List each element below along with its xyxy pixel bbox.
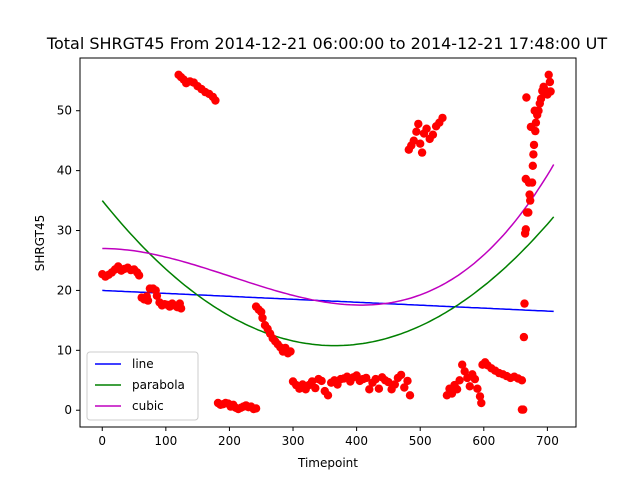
scatter-point [473,384,482,393]
scatter-point [365,385,374,394]
scatter-point [374,384,384,393]
x-tick-label: 700 [536,434,559,448]
scatter-point [143,296,153,305]
scatter-point [519,405,528,414]
scatter-point [409,136,418,145]
scatter-point [323,391,333,400]
scatter-point [438,113,447,123]
scatter-point [390,380,399,389]
scatter-point [455,376,464,385]
scatter-point [460,367,469,376]
scatter-point [529,150,538,159]
y-tick-label: 10 [57,343,72,357]
scatter-points [98,70,555,414]
scatter-point [400,383,409,392]
y-tick-label: 0 [64,403,72,417]
scatter-point [528,161,537,170]
y-tick-label: 40 [57,164,72,178]
scatter-point [545,77,555,87]
y-axis-label: SHRGT45 [33,215,47,271]
x-tick-label: 300 [282,434,305,448]
scatter-point [521,225,530,234]
series-cubic-line [102,164,555,306]
plot-area [79,57,577,428]
x-tick-label: 500 [409,434,432,448]
x-tick-label: 600 [472,434,495,448]
scatter-point [286,347,295,356]
scatter-point [544,70,553,80]
scatter-point [416,139,425,148]
scatter-point [527,178,537,187]
scatter-point [531,126,540,136]
scatter-point [403,376,412,386]
scatter-point [520,299,529,308]
scatter-point [531,118,541,127]
scatter-point [477,398,486,408]
scatter-point [152,291,162,300]
scatter-point [546,87,555,96]
scatter-point [519,332,529,342]
scatter-point [307,377,317,386]
scatter-point [412,127,421,136]
x-axis-ticks: 0 100 200 300 400 500 600 700 [98,427,559,448]
scatter-point [475,392,485,401]
scatter-point [211,96,220,105]
legend-label-line: line [132,357,154,371]
y-tick-label: 20 [57,283,72,297]
scatter-point [362,373,371,383]
scatter-point [470,374,480,384]
scatter-point [422,124,431,133]
scatter-point [414,119,423,129]
scatter-point [317,376,326,386]
scatter-point [371,374,380,384]
scatter-point [384,377,393,387]
scatter-point [417,148,427,157]
fit-lines [101,164,555,347]
legend: line parabola cubic [86,351,199,421]
series-parabola-line [101,200,555,347]
scatter-point [458,360,467,369]
scatter-point [529,140,539,150]
x-axis-label: Timepoint [297,456,358,470]
scatter-point [465,382,474,391]
scatter-point [522,93,531,102]
scatter-point [251,404,261,413]
x-tick-label: 100 [154,434,177,448]
scatter-point [311,383,320,393]
scatter-point [428,130,438,139]
scatter-point [176,304,186,313]
x-tick-label: 200 [218,434,241,448]
scatter-point [526,196,535,205]
scatter-point [536,94,546,103]
scatter-point [534,106,543,115]
scatter-point [134,271,144,280]
y-axis-ticks: 0 10 20 30 40 50 [57,104,80,417]
scatter-point [517,376,527,385]
scatter-point [452,385,462,394]
chart-title: Total SHRGT45 From 2014-12-21 06:00:00 t… [46,34,607,53]
scatter-point [258,313,267,323]
y-tick-label: 50 [57,104,72,118]
x-tick-label: 400 [345,434,368,448]
series-line-line [102,289,554,313]
legend-box [86,351,199,421]
scatter-point [405,391,415,400]
scatter-point [396,370,406,380]
legend-label-cubic: cubic [132,399,164,413]
scatter-point [524,208,533,217]
y-tick-label: 30 [57,224,72,238]
x-tick-label: 0 [98,434,106,448]
plot-frame [79,57,577,428]
legend-label-parabola: parabola [132,378,185,392]
